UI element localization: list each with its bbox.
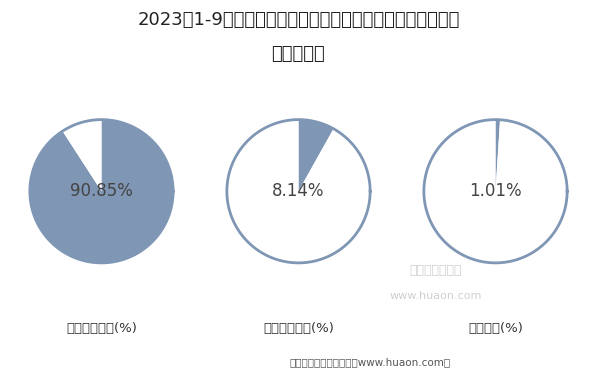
Text: 其他产值(%): 其他产值(%) — [468, 322, 523, 336]
Wedge shape — [227, 120, 370, 263]
Text: 8.14%: 8.14% — [272, 182, 325, 200]
Text: 90.85%: 90.85% — [70, 182, 133, 200]
Text: 2023年1-9月福建国有及国有控股建筑业工程、安装工程及其: 2023年1-9月福建国有及国有控股建筑业工程、安装工程及其 — [137, 11, 460, 29]
Text: 华经产业研究院: 华经产业研究院 — [410, 264, 462, 276]
Wedge shape — [30, 120, 173, 263]
Text: 制图：华经产业研究院（www.huaon.com）: 制图：华经产业研究院（www.huaon.com） — [290, 357, 451, 368]
Text: 他产值结构: 他产值结构 — [272, 45, 325, 63]
Wedge shape — [298, 120, 334, 191]
Text: 安装工程产值(%): 安装工程产值(%) — [263, 322, 334, 336]
Wedge shape — [63, 120, 101, 191]
Text: www.huaon.com: www.huaon.com — [390, 291, 482, 301]
Text: 1.01%: 1.01% — [469, 182, 522, 200]
Wedge shape — [424, 120, 567, 263]
Text: 建筑工程产值(%): 建筑工程产值(%) — [66, 322, 137, 336]
Wedge shape — [496, 120, 500, 191]
